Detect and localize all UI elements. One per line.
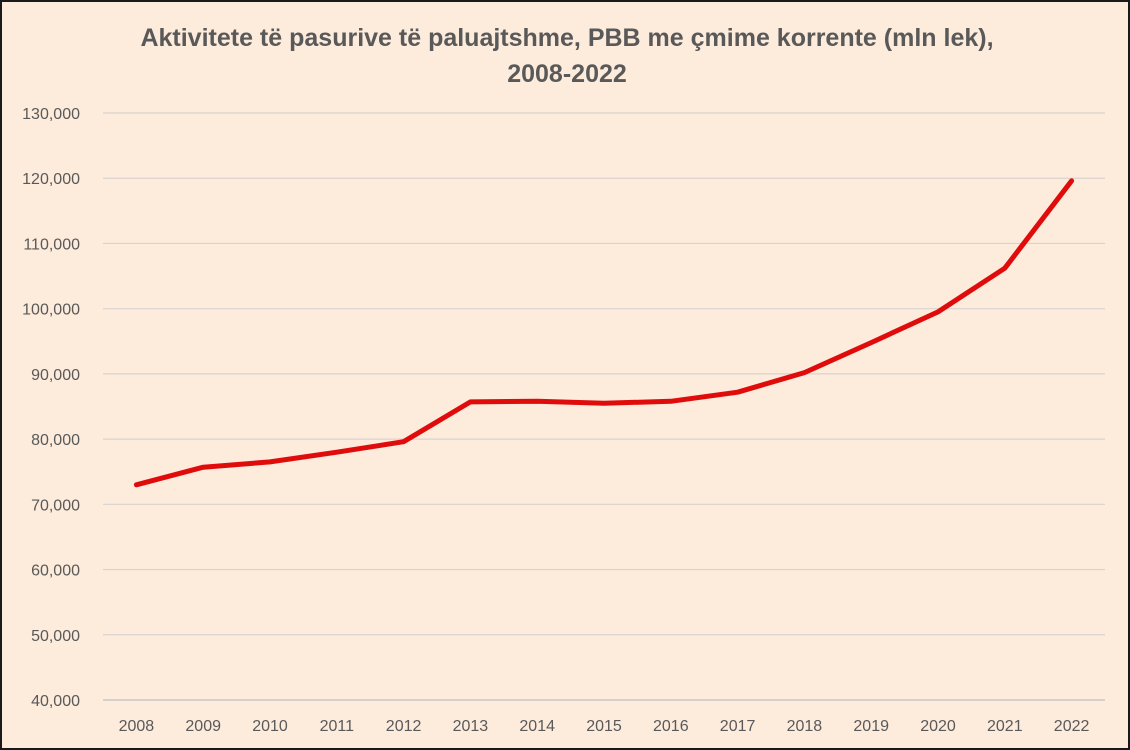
x-tick-label: 2019 bbox=[853, 718, 889, 735]
x-tick-label: 2022 bbox=[1054, 718, 1090, 735]
x-tick-label: 2010 bbox=[252, 718, 288, 735]
y-tick-label: 80,000 bbox=[31, 432, 80, 449]
x-tick-label: 2008 bbox=[119, 718, 155, 735]
x-tick-label: 2021 bbox=[987, 718, 1023, 735]
x-tick-label: 2009 bbox=[185, 718, 221, 735]
series-line bbox=[133, 178, 1075, 488]
y-tick-label: 120,000 bbox=[22, 171, 80, 188]
series-layer bbox=[133, 178, 1075, 488]
y-tick-label: 50,000 bbox=[31, 628, 80, 645]
y-tick-label: 130,000 bbox=[22, 106, 80, 123]
x-tick-label: 2017 bbox=[720, 718, 756, 735]
chart-title-line-1: Aktivitete të pasurive të paluajtshme, P… bbox=[140, 24, 994, 52]
y-axis-ticks: 40,000 50,000 60,000 70,000 80,000 90,000 100,… bbox=[22, 106, 80, 710]
x-tick-label: 2018 bbox=[787, 718, 823, 735]
x-tick-label: 2011 bbox=[320, 718, 355, 735]
gridlines bbox=[103, 112, 1105, 701]
y-tick-label: 100,000 bbox=[22, 302, 80, 319]
x-tick-label: 2012 bbox=[386, 718, 422, 735]
x-tick-label: 2020 bbox=[920, 718, 956, 735]
x-tick-label: 2016 bbox=[653, 718, 689, 735]
x-tick-label: 2015 bbox=[586, 718, 622, 735]
x-axis-ticks: 2008 2009 2010 2011 2012 2013 2014 2015 2016 2017… bbox=[119, 718, 1090, 735]
x-tick-label: 2014 bbox=[519, 718, 555, 735]
y-tick-label: 110,000 bbox=[23, 236, 80, 253]
y-tick-label: 40,000 bbox=[31, 693, 80, 710]
y-tick-label: 60,000 bbox=[31, 563, 80, 580]
y-tick-label: 90,000 bbox=[31, 367, 80, 384]
chart-title: Aktivitete të pasurive të paluajtshme, P… bbox=[2, 20, 1130, 92]
x-tick-label: 2013 bbox=[453, 718, 489, 735]
y-tick-label: 70,000 bbox=[31, 497, 80, 514]
chart-title-line-2: 2008-2022 bbox=[507, 60, 627, 88]
